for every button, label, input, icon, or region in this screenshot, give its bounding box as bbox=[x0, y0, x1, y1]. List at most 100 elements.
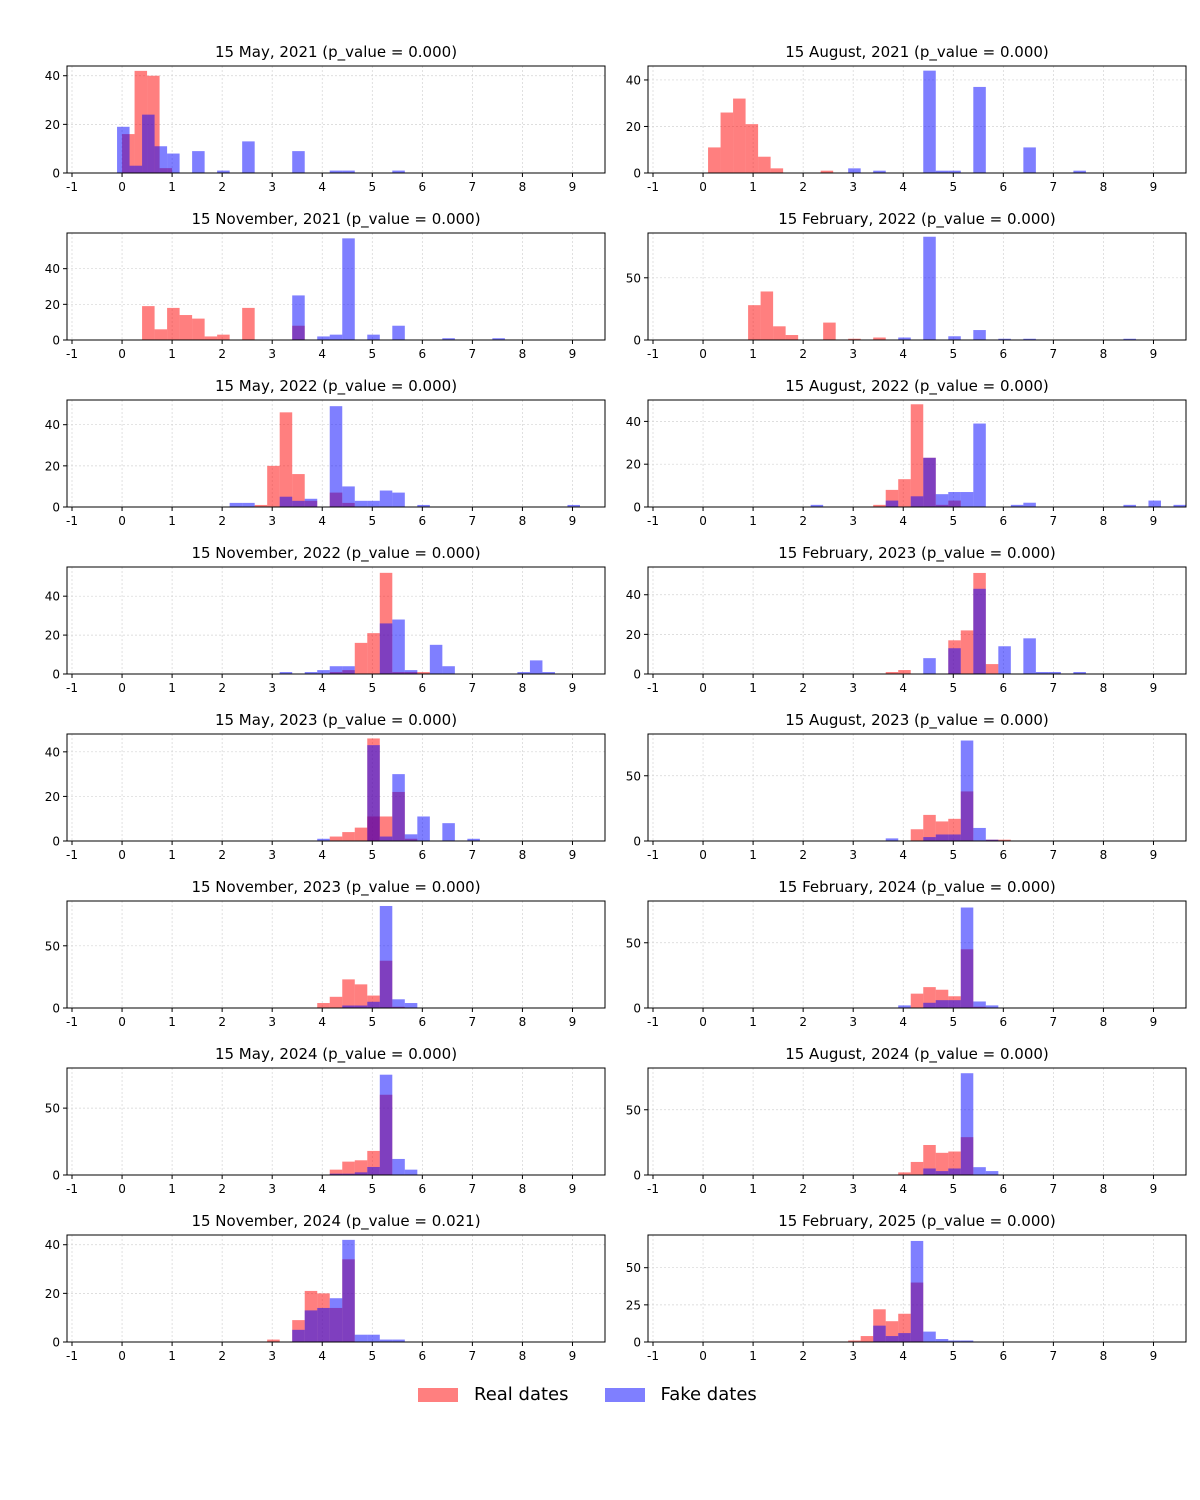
x-tick-label: 7 bbox=[469, 1182, 477, 1196]
x-tick-label: 3 bbox=[268, 681, 276, 695]
histogram-grid: 15 May, 2021 (p_value = 0.000) -1 0 1 2 3 4 5 6 7… bbox=[45, 43, 1187, 1363]
x-tick-label: 0 bbox=[118, 1182, 126, 1196]
bar-fake bbox=[873, 1325, 886, 1342]
bar-fake bbox=[898, 1333, 911, 1342]
bar-fake bbox=[192, 151, 205, 173]
bar-fake bbox=[379, 1339, 393, 1342]
x-tick-label: 7 bbox=[469, 514, 477, 528]
bar-real bbox=[267, 1339, 280, 1342]
x-tick-label: 6 bbox=[419, 347, 427, 361]
bar-fake bbox=[1123, 504, 1136, 507]
x-tick-label: 0 bbox=[699, 347, 707, 361]
x-tick-label: 2 bbox=[799, 1349, 807, 1363]
x-tick-label: 4 bbox=[899, 514, 907, 528]
x-tick-label: 6 bbox=[1000, 347, 1008, 361]
bar-fake bbox=[304, 498, 318, 507]
y-tick-label: 40 bbox=[626, 73, 641, 87]
bar-fake bbox=[960, 1073, 974, 1175]
x-tick-label: 4 bbox=[899, 1182, 907, 1196]
x-tick-label: 4 bbox=[899, 347, 907, 361]
x-tick-label: 9 bbox=[569, 180, 577, 194]
x-tick-label: 4 bbox=[899, 848, 907, 862]
x-tick-label: 3 bbox=[268, 1015, 276, 1029]
y-tick-label: 0 bbox=[633, 334, 641, 348]
bar-fake bbox=[167, 153, 180, 173]
x-tick-label: 3 bbox=[849, 848, 857, 862]
bar-fake bbox=[529, 660, 543, 674]
bar-fake bbox=[392, 325, 405, 340]
bar-real bbox=[848, 338, 861, 340]
panel-title: 15 November, 2023 (p_value = 0.000) bbox=[191, 878, 480, 897]
bar-real bbox=[708, 147, 721, 173]
x-tick-label: 9 bbox=[1150, 1015, 1158, 1029]
bar-fake bbox=[317, 670, 330, 674]
bar-fake bbox=[467, 838, 480, 841]
x-tick-label: 9 bbox=[569, 1015, 577, 1029]
legend-swatch-fake bbox=[604, 1387, 645, 1402]
x-tick-label: 8 bbox=[1100, 347, 1108, 361]
x-tick-label: 5 bbox=[368, 180, 376, 194]
bar-fake bbox=[329, 170, 343, 173]
x-tick-label: 1 bbox=[749, 180, 757, 194]
bar-real bbox=[417, 672, 430, 674]
x-tick-label: 6 bbox=[419, 848, 427, 862]
bar-fake bbox=[1173, 504, 1186, 507]
bar-real bbox=[179, 315, 193, 340]
plot-frame bbox=[66, 399, 606, 508]
bar-fake bbox=[442, 338, 455, 340]
panel-title: 15 November, 2021 (p_value = 0.000) bbox=[191, 210, 480, 229]
bar-fake bbox=[985, 839, 999, 841]
bar-fake bbox=[304, 672, 318, 674]
bar-real bbox=[354, 984, 368, 1008]
bar-fake bbox=[910, 496, 924, 507]
bar-real bbox=[242, 307, 255, 340]
y-tick-label: 0 bbox=[52, 334, 60, 348]
panel-title: 15 May, 2024 (p_value = 0.000) bbox=[215, 1045, 457, 1064]
bar-fake bbox=[948, 834, 961, 841]
bar-fake bbox=[985, 1171, 999, 1175]
bar-fake bbox=[1023, 638, 1036, 674]
bar-fake bbox=[1023, 502, 1036, 507]
bar-fake bbox=[354, 1172, 368, 1175]
y-tick-label: 0 bbox=[52, 668, 60, 682]
x-tick-label: 8 bbox=[519, 848, 527, 862]
bar-fake bbox=[342, 486, 355, 507]
bar-fake bbox=[1010, 504, 1024, 507]
x-tick-label: 0 bbox=[699, 180, 707, 194]
x-tick-label: 0 bbox=[118, 1015, 126, 1029]
bar-fake bbox=[392, 492, 405, 507]
bar-fake bbox=[379, 836, 393, 841]
plot-frame bbox=[66, 1067, 606, 1176]
bar-fake bbox=[960, 740, 974, 841]
x-tick-label: 8 bbox=[519, 1349, 527, 1363]
bar-fake bbox=[923, 70, 936, 173]
y-tick-label: 20 bbox=[45, 1287, 60, 1301]
y-tick-label: 40 bbox=[45, 418, 60, 432]
bar-fake bbox=[973, 330, 986, 340]
x-tick-label: 2 bbox=[218, 180, 226, 194]
x-tick-label: 6 bbox=[1000, 1182, 1008, 1196]
x-tick-label: 3 bbox=[849, 347, 857, 361]
y-tick-label: 0 bbox=[633, 1169, 641, 1183]
x-tick-label: 2 bbox=[799, 681, 807, 695]
x-tick-label: 5 bbox=[949, 347, 957, 361]
x-tick-label: 0 bbox=[118, 180, 126, 194]
bar-real bbox=[342, 979, 355, 1008]
bar-fake bbox=[329, 1173, 343, 1175]
bar-real bbox=[758, 156, 771, 173]
y-tick-label: 40 bbox=[626, 415, 641, 429]
x-tick-label: 3 bbox=[849, 514, 857, 528]
y-tick-label: 0 bbox=[633, 1336, 641, 1350]
x-tick-label: 9 bbox=[569, 1349, 577, 1363]
x-tick-label: 5 bbox=[949, 514, 957, 528]
bar-fake bbox=[492, 338, 505, 340]
bar-real bbox=[167, 307, 180, 340]
panel-title: 15 August, 2022 (p_value = 0.000) bbox=[785, 377, 1049, 396]
bar-real bbox=[354, 1160, 368, 1175]
x-tick-label: 6 bbox=[419, 1182, 427, 1196]
x-tick-label: -1 bbox=[647, 1349, 659, 1363]
bar-fake bbox=[292, 500, 305, 507]
bar-real bbox=[820, 170, 834, 173]
x-tick-label: 8 bbox=[1100, 848, 1108, 862]
y-tick-label: 40 bbox=[45, 590, 60, 604]
